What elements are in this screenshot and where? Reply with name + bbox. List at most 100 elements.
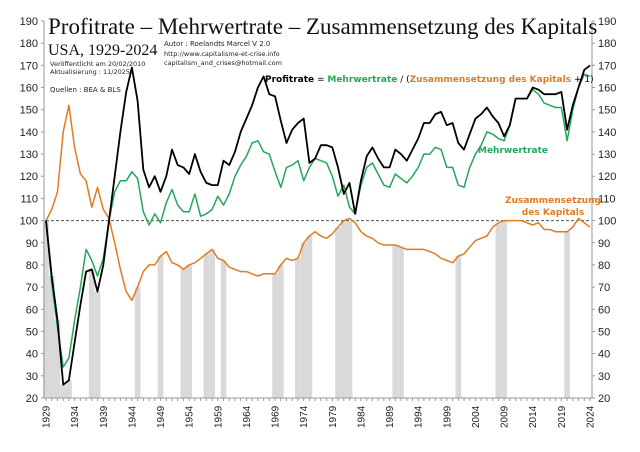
x-tick-label: 2024 bbox=[586, 405, 597, 428]
x-tick-label: 1979 bbox=[328, 405, 339, 428]
y-tick-label-left: 140 bbox=[20, 127, 38, 139]
email-link[interactable]: capitalism_and_crises@hotmail.com bbox=[164, 59, 282, 67]
y-tick-label-right: 160 bbox=[598, 83, 616, 95]
y-tick-label-right: 80 bbox=[598, 260, 610, 272]
series-line-mehrwertrate bbox=[45, 73, 591, 368]
recession-bar-1982 bbox=[346, 220, 353, 398]
formula-equals: = bbox=[314, 75, 327, 85]
y-tick-label-left: 150 bbox=[20, 105, 38, 117]
x-tick-label: 1959 bbox=[213, 405, 224, 428]
y-tick-label-left: 30 bbox=[26, 371, 38, 383]
x-tick-label: 1954 bbox=[185, 405, 196, 428]
y-tick-label-left: 110 bbox=[20, 193, 38, 205]
recession-bar-1980 bbox=[335, 227, 341, 398]
recession-bar-1929 bbox=[43, 220, 49, 398]
recession-bar-1954 bbox=[186, 264, 193, 398]
recession-bar-1949 bbox=[157, 256, 164, 398]
x-tick-label: 1974 bbox=[299, 405, 310, 428]
formula: Profitrate = Mehrwertrate / (Zusammenset… bbox=[265, 75, 594, 85]
y-tick-label-right: 20 bbox=[598, 393, 610, 405]
x-tick-label: 1939 bbox=[99, 405, 110, 428]
x-tick-label: 1994 bbox=[414, 405, 425, 428]
y-tick-label-right: 110 bbox=[598, 193, 616, 205]
x-tick-label: 1969 bbox=[271, 405, 282, 428]
y-tick-label-left: 60 bbox=[26, 304, 38, 316]
recession-bar-1933 bbox=[66, 380, 72, 398]
y-tick-label-left: 20 bbox=[26, 393, 38, 405]
author: Autor : Roelandts Marcel V 2.0 bbox=[164, 40, 270, 48]
y-tick-label-right: 90 bbox=[598, 238, 610, 250]
y-tick-label-right: 30 bbox=[598, 371, 610, 383]
recession-bar-1958 bbox=[209, 249, 215, 398]
x-tick-label: 2014 bbox=[528, 405, 539, 428]
x-tick-label: 1989 bbox=[385, 405, 396, 428]
recession-bar-1932 bbox=[60, 384, 67, 398]
x-tick-label: 1929 bbox=[42, 405, 53, 428]
x-tick-label: 1964 bbox=[242, 405, 253, 428]
y-tick-label-right: 70 bbox=[598, 282, 610, 294]
y-tick-label-left: 130 bbox=[20, 149, 38, 161]
recession-bar-1945 bbox=[134, 287, 141, 398]
x-tick-label: 1944 bbox=[127, 405, 138, 428]
formula-zusammensetzung: Zusammensetzung des Kapitals bbox=[410, 75, 571, 85]
recession-bars bbox=[43, 220, 570, 398]
recession-bar-2020 bbox=[564, 231, 570, 398]
y-tick-label-left: 50 bbox=[26, 326, 38, 338]
series-line-profitrate bbox=[45, 64, 591, 386]
x-tick-label: 1949 bbox=[156, 405, 167, 428]
y-tick-label-left: 100 bbox=[20, 216, 38, 228]
chart-title: Profitrate – Mehrwertrate – Zusammensetz… bbox=[48, 14, 597, 39]
y-tick-label-left: 160 bbox=[20, 83, 38, 95]
x-tick-label: 1999 bbox=[442, 405, 453, 428]
updated-date: Aktualisierung : 11/2025 bbox=[50, 68, 130, 76]
x-tick-label: 2004 bbox=[471, 405, 482, 428]
y-tick-label-right: 100 bbox=[598, 216, 616, 228]
recession-bar-1930 bbox=[48, 276, 55, 398]
y-tick-label-left: 120 bbox=[20, 171, 38, 183]
y-tick-label-right: 120 bbox=[598, 171, 616, 183]
recession-bar-2009 bbox=[501, 220, 507, 398]
series-line-zusammensetzung bbox=[45, 104, 591, 302]
recession-bar-1938 bbox=[94, 291, 101, 398]
chart-subtitle: USA, 1929-2024 bbox=[48, 42, 157, 59]
x-tick-label: 1984 bbox=[356, 405, 367, 428]
formula-profitrate: Profitrate bbox=[265, 75, 314, 85]
recession-bar-2001 bbox=[455, 256, 462, 398]
label-zusammensetzung-line1: Zusammensetzung bbox=[505, 196, 601, 206]
label-mehrwertrate: Mehrwertrate bbox=[478, 146, 548, 156]
y-tick-label-right: 60 bbox=[598, 304, 610, 316]
y-tick-label-left: 40 bbox=[26, 349, 38, 361]
y-tick-label-right: 130 bbox=[598, 149, 616, 161]
y-tick-label-left: 90 bbox=[26, 238, 38, 250]
label-zusammensetzung-line2: des Kapitals bbox=[522, 208, 584, 218]
y-tick-label-left: 170 bbox=[20, 60, 38, 72]
y-tick-label-right: 150 bbox=[598, 105, 616, 117]
series-lines bbox=[45, 64, 591, 386]
x-tick-label: 2019 bbox=[557, 405, 568, 428]
recession-bar-1990 bbox=[392, 244, 399, 398]
recession-bar-1991 bbox=[398, 247, 404, 398]
recession-bar-1931 bbox=[54, 320, 61, 398]
y-tick-label-right: 170 bbox=[598, 60, 616, 72]
recession-bar-1937 bbox=[88, 269, 95, 398]
recession-bar-1953 bbox=[180, 269, 187, 398]
recession-bar-1974 bbox=[300, 242, 307, 398]
y-tick-label-left: 180 bbox=[20, 38, 38, 50]
website-link[interactable]: http://www.capitalisme-et-crise.info bbox=[164, 50, 280, 58]
recession-bar-1975 bbox=[306, 236, 313, 398]
y-tick-label-left: 80 bbox=[26, 260, 38, 272]
x-tick-label: 1934 bbox=[70, 405, 81, 428]
recession-bar-1960 bbox=[220, 260, 227, 398]
recession-bar-1969 bbox=[272, 273, 278, 398]
formula-divide: / ( bbox=[397, 75, 409, 85]
y-tick-label-right: 180 bbox=[598, 38, 616, 50]
recession-bar-1957 bbox=[203, 253, 210, 398]
y-tick-label-left: 70 bbox=[26, 282, 38, 294]
recession-bar-1981 bbox=[340, 220, 347, 398]
y-tick-label-right: 50 bbox=[598, 326, 610, 338]
y-tick-label-right: 190 bbox=[598, 16, 616, 28]
y-tick-label-right: 40 bbox=[598, 349, 610, 361]
y-tick-label-right: 140 bbox=[598, 127, 616, 139]
published-date: Veröffentlicht am 20/02/2010 bbox=[50, 60, 145, 68]
